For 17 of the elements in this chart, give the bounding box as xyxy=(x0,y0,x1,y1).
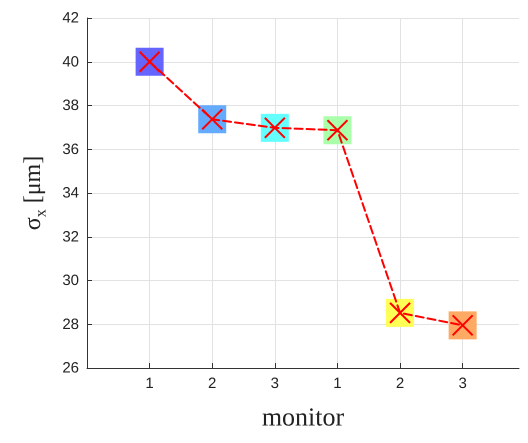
y-tick-label: 40 xyxy=(62,53,79,70)
x-tick-label: 3 xyxy=(458,375,467,392)
x-tick-label: 2 xyxy=(396,375,404,392)
y-tick-label: 38 xyxy=(62,97,79,114)
y-tick-label: 26 xyxy=(62,360,79,376)
y-axis-title: σx [μm] xyxy=(20,156,50,230)
y-tick-label: 28 xyxy=(62,316,79,333)
y-tick-label: 42 xyxy=(62,10,79,26)
x-tick-label: 1 xyxy=(145,375,154,392)
y-tick-label: 30 xyxy=(62,272,79,289)
x-tick-label: 2 xyxy=(208,375,216,392)
y-tick-label: 34 xyxy=(62,184,79,202)
x-axis-title: monitor xyxy=(262,402,344,432)
x-tick-label: 3 xyxy=(270,375,279,392)
y-tick-label: 36 xyxy=(62,140,79,158)
x-tick-label: 1 xyxy=(333,375,342,392)
y-tick-label: 32 xyxy=(62,228,79,246)
